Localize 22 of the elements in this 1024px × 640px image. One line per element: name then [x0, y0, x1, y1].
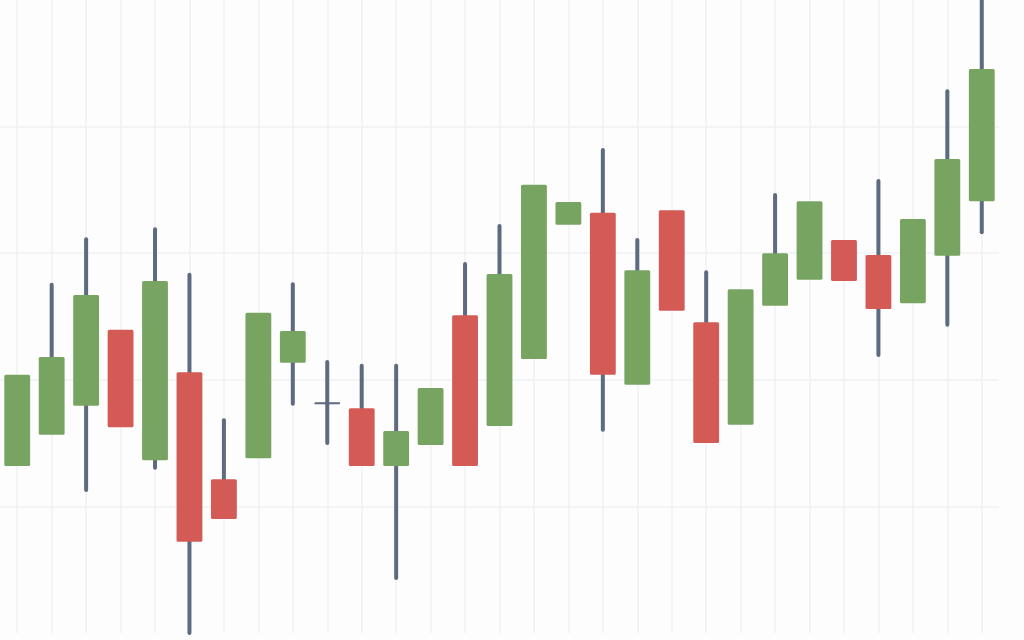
candlestick: [899, 219, 926, 304]
candlestick: [796, 201, 823, 280]
candlestick: [452, 261, 478, 466]
candlestick: [831, 239, 857, 282]
candlestick: [279, 282, 306, 406]
candlestick: [486, 223, 513, 427]
candlestick: [555, 201, 582, 225]
candlestick: [762, 192, 788, 306]
candlestick: [417, 388, 444, 445]
candlestick: [727, 289, 754, 425]
candlestick: [314, 360, 341, 446]
candlestick: [658, 210, 685, 311]
candlestick: [348, 363, 375, 466]
candlestick: [211, 418, 237, 520]
candlestick: [521, 184, 547, 359]
candlestick: [693, 270, 720, 444]
candlestick: [624, 237, 651, 385]
candlestick: [38, 282, 65, 435]
candlestick: [4, 374, 31, 466]
candlestick: [865, 179, 892, 358]
candlestick: [245, 312, 272, 459]
candlestick: [107, 329, 134, 428]
